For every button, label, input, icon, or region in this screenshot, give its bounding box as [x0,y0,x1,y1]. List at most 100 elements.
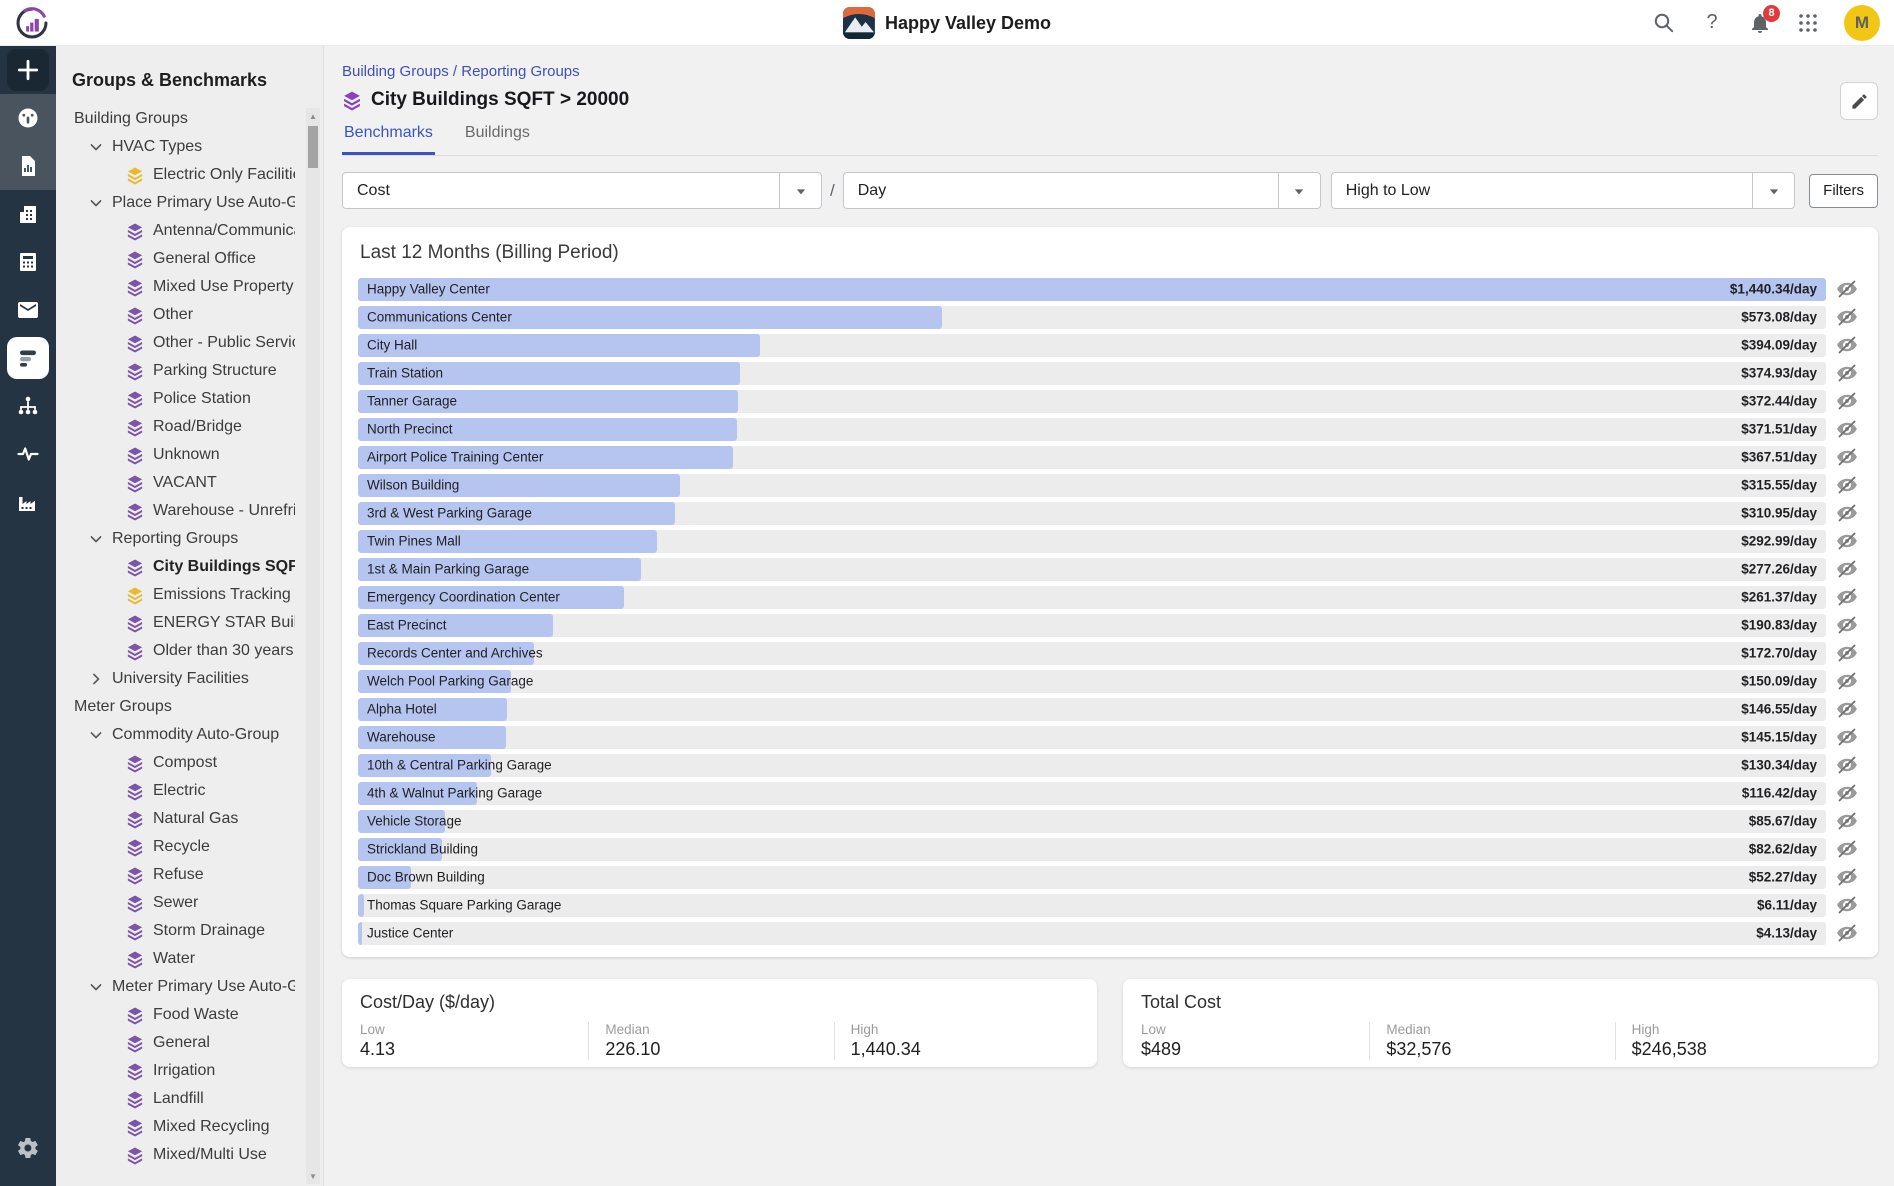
tree-item-energy-star-buildi[interactable]: ENERGY STAR Buildi... [56,609,323,637]
eye-off-icon[interactable] [1835,361,1861,385]
rail-item-hierarchy[interactable] [0,382,56,430]
tree-item-mixed-recycling[interactable]: Mixed Recycling [56,1113,323,1141]
eye-off-icon[interactable] [1835,557,1861,581]
eye-off-icon[interactable] [1835,865,1861,889]
tree-item-irrigation[interactable]: Irrigation [56,1057,323,1085]
tree-item-mixed-multi-use[interactable]: Mixed/Multi Use [56,1141,323,1169]
chart-bar-warehouse[interactable]: Warehouse $145.15/day [358,723,1862,751]
tree-item-parking-structure[interactable]: Parking Structure [56,357,323,385]
tree-item-recycle[interactable]: Recycle [56,833,323,861]
eye-off-icon[interactable] [1835,725,1861,749]
rail-item-add[interactable] [0,46,56,94]
breadcrumb-building-groups[interactable]: Building Groups [342,63,449,80]
chart-bar-north-precinct[interactable]: North Precinct $371.51/day [358,415,1862,443]
tree-item-antenna-communica[interactable]: Antenna/Communica... [56,217,323,245]
chart-bar-welch-pool-parking-garage[interactable]: Welch Pool Parking Garage $150.09/day [358,667,1862,695]
eye-off-icon[interactable] [1835,641,1861,665]
eye-off-icon[interactable] [1835,277,1861,301]
breadcrumb-reporting-groups[interactable]: Reporting Groups [461,63,580,80]
sort-select[interactable]: High to Low [1330,172,1796,209]
chart-bar-train-station[interactable]: Train Station $374.93/day [358,359,1862,387]
chart-bar-strickland-building[interactable]: Strickland Building $82.62/day [358,835,1862,863]
metric-select[interactable]: Cost [342,172,822,209]
chart-bar-records-center-and-archives[interactable]: Records Center and Archives $172.70/day [358,639,1862,667]
tree-item-warehouse-unrefrig[interactable]: Warehouse - Unrefrig... [56,497,323,525]
eye-off-icon[interactable] [1835,837,1861,861]
tree-section-meter-groups[interactable]: Meter Groups [56,693,323,721]
chart-bar-3rd-west-parking-garage[interactable]: 3rd & West Parking Garage $310.95/day [358,499,1862,527]
chart-bar-east-precinct[interactable]: East Precinct $190.83/day [358,611,1862,639]
chart-bar-1st-main-parking-garage[interactable]: 1st & Main Parking Garage $277.26/day [358,555,1862,583]
rail-item-dashboard[interactable] [0,94,56,142]
period-select[interactable]: Day [842,172,1321,209]
tab-benchmarks[interactable]: Benchmarks [342,122,435,155]
rail-item-reports[interactable] [0,142,56,190]
tree-item-storm-drainage[interactable]: Storm Drainage [56,917,323,945]
chart-bar-wilson-building[interactable]: Wilson Building $315.55/day [358,471,1862,499]
eye-off-icon[interactable] [1835,305,1861,329]
tree-item-electric-only-facilitie[interactable]: Electric Only Facilitie... [56,161,323,189]
tree-item-commodity-auto-group[interactable]: Commodity Auto-Group [56,721,323,749]
tree-item-meter-primary-use-auto-gro[interactable]: Meter Primary Use Auto-Gro... [56,973,323,1001]
tree-item-emissions-tracking[interactable]: Emissions Tracking [56,581,323,609]
chart-bar-airport-police-training-center[interactable]: Airport Police Training Center $367.51/da… [358,443,1862,471]
tree-item-electric[interactable]: Electric [56,777,323,805]
rail-item-settings[interactable] [0,1124,56,1172]
chart-bar-4th-walnut-parking-garage[interactable]: 4th & Walnut Parking Garage $116.42/day [358,779,1862,807]
eye-off-icon[interactable] [1835,585,1861,609]
tree-item-sewer[interactable]: Sewer [56,889,323,917]
eye-off-icon[interactable] [1835,501,1861,525]
rail-item-activity[interactable] [0,430,56,478]
eye-off-icon[interactable] [1835,417,1861,441]
apps-grid-icon[interactable] [1796,11,1820,35]
eye-off-icon[interactable] [1835,333,1861,357]
tree-item-city-buildings-sqft[interactable]: City Buildings SQFT ... [56,553,323,581]
tree-item-older-than-30-years[interactable]: Older than 30 years [56,637,323,665]
tree-item-place-primary-use-auto-gro[interactable]: Place Primary Use Auto-Gro... [56,189,323,217]
chart-bar-twin-pines-mall[interactable]: Twin Pines Mall $292.99/day [358,527,1862,555]
tree-item-university-facilities[interactable]: University Facilities [56,665,323,693]
help-icon[interactable]: ? [1706,11,1718,33]
rail-item-buildings[interactable] [0,190,56,238]
eye-off-icon[interactable] [1835,697,1861,721]
chart-bar-alpha-hotel[interactable]: Alpha Hotel $146.55/day [358,695,1862,723]
chart-bar-10th-central-parking-garage[interactable]: 10th & Central Parking Garage $130.34/day [358,751,1862,779]
eye-off-icon[interactable] [1835,781,1861,805]
eye-off-icon[interactable] [1835,473,1861,497]
chart-bar-thomas-square-parking-garage[interactable]: Thomas Square Parking Garage $6.11/day [358,891,1862,919]
tree-item-natural-gas[interactable]: Natural Gas [56,805,323,833]
eye-off-icon[interactable] [1835,389,1861,413]
chart-bar-doc-brown-building[interactable]: Doc Brown Building $52.27/day [358,863,1862,891]
chart-bar-emergency-coordination-center[interactable]: Emergency Coordination Center $261.37/day [358,583,1862,611]
tree-item-refuse[interactable]: Refuse [56,861,323,889]
tree-item-other-public-services[interactable]: Other - Public Services [56,329,323,357]
tree-item-police-station[interactable]: Police Station [56,385,323,413]
rail-item-utilities[interactable] [0,238,56,286]
tree-item-landfill[interactable]: Landfill [56,1085,323,1113]
tree-item-road-bridge[interactable]: Road/Bridge [56,413,323,441]
edit-button[interactable] [1840,82,1878,120]
rail-item-plants[interactable] [0,478,56,526]
sidebar-scrollbar[interactable]: ▲ ▼ [306,108,320,1184]
company-logo-icon[interactable] [14,5,50,41]
eye-off-icon[interactable] [1835,753,1861,777]
chart-bar-vehicle-storage[interactable]: Vehicle Storage $85.67/day [358,807,1862,835]
eye-off-icon[interactable] [1835,529,1861,553]
tree-item-mixed-use-property[interactable]: Mixed Use Property [56,273,323,301]
tree-item-reporting-groups[interactable]: Reporting Groups [56,525,323,553]
tree-item-hvac-types[interactable]: HVAC Types [56,133,323,161]
chart-bar-communications-center[interactable]: Communications Center $573.08/day [358,303,1862,331]
tab-buildings[interactable]: Buildings [464,124,530,141]
chart-bar-happy-valley-center[interactable]: Happy Valley Center $1,440.34/day [358,275,1862,303]
eye-off-icon[interactable] [1835,669,1861,693]
tree-item-vacant[interactable]: VACANT [56,469,323,497]
rail-item-bills[interactable] [0,286,56,334]
eye-off-icon[interactable] [1835,921,1861,945]
tree-section-building-groups[interactable]: Building Groups [56,105,323,133]
rail-item-groups-benchmarks[interactable] [0,334,56,382]
scroll-up-icon[interactable]: ▲ [309,111,317,121]
tree-item-unknown[interactable]: Unknown [56,441,323,469]
scroll-thumb[interactable] [308,126,318,168]
tree-item-food-waste[interactable]: Food Waste [56,1001,323,1029]
tree-item-general[interactable]: General [56,1029,323,1057]
